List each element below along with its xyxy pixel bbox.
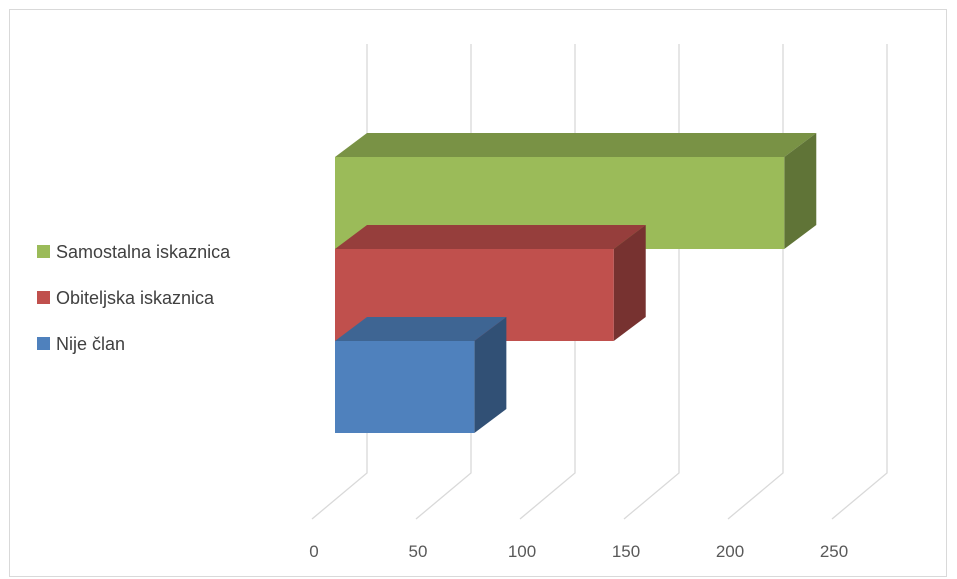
x-tick-label: 150 [612, 542, 640, 561]
x-tick-label: 200 [716, 542, 744, 561]
x-tick-label: 0 [309, 542, 318, 561]
gridline [727, 44, 784, 520]
legend-swatch [37, 245, 50, 258]
bar-top-face [335, 317, 507, 341]
bar [335, 341, 475, 433]
x-tick-label: 50 [409, 542, 428, 561]
legend-swatch [37, 291, 50, 304]
bar-side-face [613, 225, 646, 341]
legend-label: Samostalna iskaznica [56, 242, 231, 262]
gridline [831, 44, 888, 520]
legend-label: Nije član [56, 334, 125, 354]
bar-side-face [784, 133, 817, 249]
x-tick-label: 100 [508, 542, 536, 561]
legend-label: Obiteljska iskaznica [56, 288, 215, 308]
legend-swatch [37, 337, 50, 350]
x-tick-label: 250 [820, 542, 848, 561]
bar-top-face [335, 133, 817, 157]
bar-side-face [474, 317, 507, 433]
bar-top-face [335, 225, 646, 249]
